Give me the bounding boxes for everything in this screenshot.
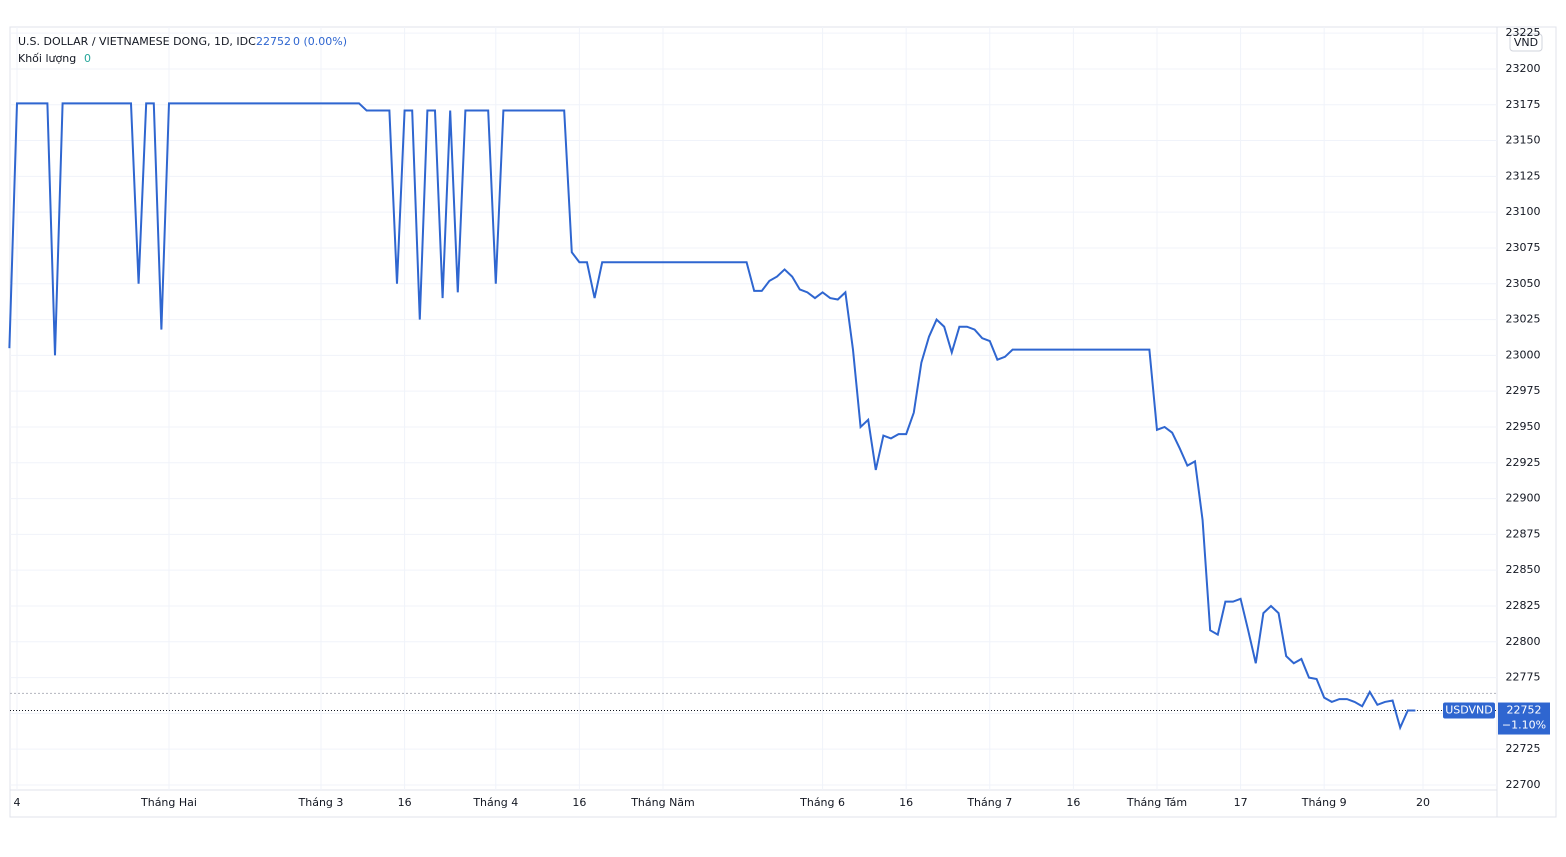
x-tick-label: Tháng 6: [799, 796, 845, 809]
y-tick-label: 22800: [1506, 635, 1541, 648]
grid: [10, 27, 1497, 790]
x-tick-label: 16: [1066, 796, 1080, 809]
x-tick-label: Tháng 4: [472, 796, 518, 809]
x-tick-label: Tháng Năm: [630, 796, 695, 809]
currency[interactable]: VND: [1514, 36, 1538, 49]
currency-box[interactable]: [1509, 33, 1543, 52]
y-tick-label: 22875: [1506, 527, 1541, 540]
change: 0 (0.00%): [293, 35, 347, 48]
price-line-series: [8, 102, 1416, 731]
y-tick-label: 23225: [1506, 26, 1541, 39]
symbol-badge: [1443, 702, 1495, 719]
price-label: 22752: [1507, 704, 1542, 717]
symbol-label: USDVND: [1445, 704, 1493, 717]
y-tick-label: 23175: [1506, 98, 1541, 111]
x-tick-label: 4: [13, 796, 20, 809]
y-tick-label: 22775: [1506, 671, 1541, 684]
y-tick-label: 22700: [1506, 778, 1541, 791]
price-badge: [1498, 702, 1550, 735]
y-tick-label: 22900: [1506, 492, 1541, 505]
y-tick-label: 23150: [1506, 134, 1541, 147]
y-tick-label: 23050: [1506, 277, 1541, 290]
x-tick-label: 16: [572, 796, 586, 809]
frame: [9, 26, 1557, 818]
x-tick-label: Tháng 3: [298, 796, 344, 809]
x-tick-label: 20: [1416, 796, 1430, 809]
y-tick-label: 22975: [1506, 384, 1541, 397]
last-price: 22752: [256, 35, 291, 48]
x-tick-label: 16: [899, 796, 913, 809]
x-tick-label: Tháng 9: [1301, 796, 1347, 809]
volume-label: Khối lượng: [18, 52, 76, 65]
y-tick-label: 22925: [1506, 456, 1541, 469]
x-tick-label: Tháng Hai: [140, 796, 197, 809]
y-tick-label: 22850: [1506, 563, 1541, 576]
y-tick-label: 22725: [1506, 742, 1541, 755]
chart-title: U.S. DOLLAR / VIETNAMESE DONG, 1D, IDC: [18, 35, 256, 48]
plot: [8, 102, 1497, 731]
y-tick-label: 23075: [1506, 241, 1541, 254]
y-tick-label: 23125: [1506, 169, 1541, 182]
x-tick-label: Tháng Tám: [1126, 796, 1187, 809]
y-tick-label: 23000: [1506, 348, 1541, 361]
x-tick-label: 16: [398, 796, 412, 809]
change-label: −1.10%: [1502, 719, 1546, 732]
x-tick-label: Tháng 7: [966, 796, 1012, 809]
volume-value: 0: [84, 52, 91, 65]
y-tick-label: 23100: [1506, 205, 1541, 218]
y-tick-label: 23025: [1506, 313, 1541, 326]
y-tick-label: 22825: [1506, 599, 1541, 612]
y-tick-label: 23200: [1506, 62, 1541, 75]
y-tick-label: 22950: [1506, 420, 1541, 433]
x-tick-label: 17: [1234, 796, 1248, 809]
